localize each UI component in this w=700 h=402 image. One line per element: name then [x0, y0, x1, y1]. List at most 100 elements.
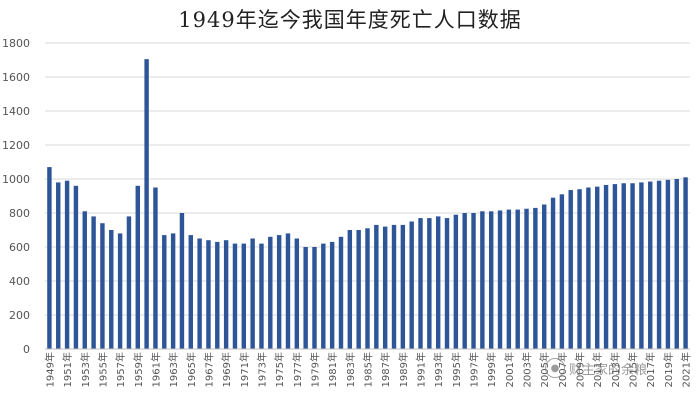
x-tick-label: 2007年: [556, 352, 569, 387]
bar: [206, 240, 211, 349]
x-tick-label: 1977年: [291, 352, 304, 387]
x-tick-label: 1991年: [415, 352, 428, 387]
bar: [435, 216, 441, 349]
bar: [135, 185, 140, 349]
bar: [259, 243, 264, 349]
x-tick-label: 1951年: [61, 352, 74, 387]
bar: [215, 241, 220, 349]
bar: [100, 223, 105, 349]
x-tick-label: 1955年: [96, 352, 109, 387]
bar: [586, 187, 591, 349]
bar: [109, 230, 114, 349]
bar: [444, 218, 450, 349]
bar: [648, 181, 653, 349]
bar: [612, 184, 618, 349]
x-tick-label: 1989年: [397, 352, 410, 387]
bar: [603, 184, 609, 349]
y-tick-label: 0: [23, 343, 30, 356]
bar: [285, 233, 291, 349]
bar: [365, 228, 370, 349]
bar: [524, 208, 529, 349]
x-tick-label: 1957年: [114, 352, 127, 387]
bar: [542, 204, 547, 349]
x-tick-label: 2003年: [521, 352, 534, 387]
x-tick-label: 2011年: [591, 352, 604, 387]
x-tick-label: 2013年: [609, 352, 622, 387]
bar: [56, 182, 61, 349]
bar: [312, 247, 317, 349]
y-tick-label: 200: [9, 309, 30, 322]
bar: [382, 226, 388, 349]
bar: [559, 194, 565, 349]
bar: [621, 183, 626, 349]
bar: [64, 180, 70, 349]
bar: [400, 224, 406, 349]
bar: [179, 213, 185, 349]
x-tick-label: 1965年: [185, 352, 198, 387]
bar: [453, 214, 459, 349]
bar: [497, 210, 503, 349]
x-tick-label: 2015年: [627, 352, 640, 387]
bar: [91, 216, 96, 349]
bar: [427, 218, 432, 349]
bar: [356, 230, 361, 349]
bar: [232, 243, 238, 349]
bar: [674, 179, 679, 349]
bar: [241, 243, 247, 349]
bar: [630, 183, 635, 349]
bar: [506, 209, 512, 349]
bar: [144, 59, 149, 350]
bar: [268, 236, 273, 349]
x-tick-label: 1969年: [220, 352, 233, 387]
bar: [550, 197, 556, 349]
x-tick-label: 2001年: [503, 352, 516, 387]
x-tick-label: 1987年: [379, 352, 392, 387]
y-tick-label: 1200: [2, 139, 30, 152]
bar: [303, 247, 308, 349]
bar: [329, 241, 335, 349]
x-tick-label: 1999年: [485, 352, 498, 387]
bar: [568, 190, 573, 349]
bar: [683, 177, 688, 349]
bar: [515, 209, 520, 349]
bar: [294, 238, 300, 349]
x-axis-ticks: 1949年 1951年 1953年 1955年 1957年 1959年 1961年 1963年…: [43, 352, 692, 387]
bar: [276, 235, 282, 349]
y-tick-label: 1000: [2, 173, 30, 186]
bar: [409, 221, 414, 349]
bar: [170, 233, 176, 349]
bar: [321, 243, 326, 349]
x-tick-label: 1959年: [132, 352, 145, 387]
bar-series: [47, 59, 688, 350]
x-tick-label: 2017年: [644, 352, 657, 387]
x-tick-label: 1949年: [43, 352, 56, 387]
x-tick-label: 1975年: [273, 352, 286, 387]
chart-title: 1949年迄今我国年度死亡人口数据: [178, 8, 522, 32]
x-tick-label: 2019年: [662, 352, 675, 387]
bar: [347, 230, 353, 349]
y-tick-label: 1400: [2, 105, 30, 118]
x-tick-label: 1963年: [167, 352, 180, 387]
bar: [126, 216, 132, 349]
x-tick-label: 1961年: [149, 352, 162, 387]
x-tick-label: 1981年: [326, 352, 339, 387]
bar: [639, 182, 644, 349]
y-tick-label: 600: [9, 241, 30, 254]
x-tick-label: 1971年: [238, 352, 251, 387]
bar: [73, 185, 79, 349]
bar: [488, 211, 494, 349]
bar: [577, 189, 582, 349]
x-tick-label: 1995年: [450, 352, 463, 387]
x-tick-label: 1953年: [79, 352, 92, 387]
y-tick-label: 400: [9, 275, 30, 288]
bar: [47, 167, 52, 349]
y-axis-ticks: 0 200 400 600 800 1000 1200 1400 1600 1800: [2, 37, 30, 356]
bar: [82, 211, 87, 349]
y-tick-label: 800: [9, 207, 30, 220]
bar: [250, 238, 255, 349]
bar: [197, 238, 202, 349]
bar: [665, 179, 671, 349]
bar: [188, 235, 193, 349]
bar: [418, 218, 423, 349]
